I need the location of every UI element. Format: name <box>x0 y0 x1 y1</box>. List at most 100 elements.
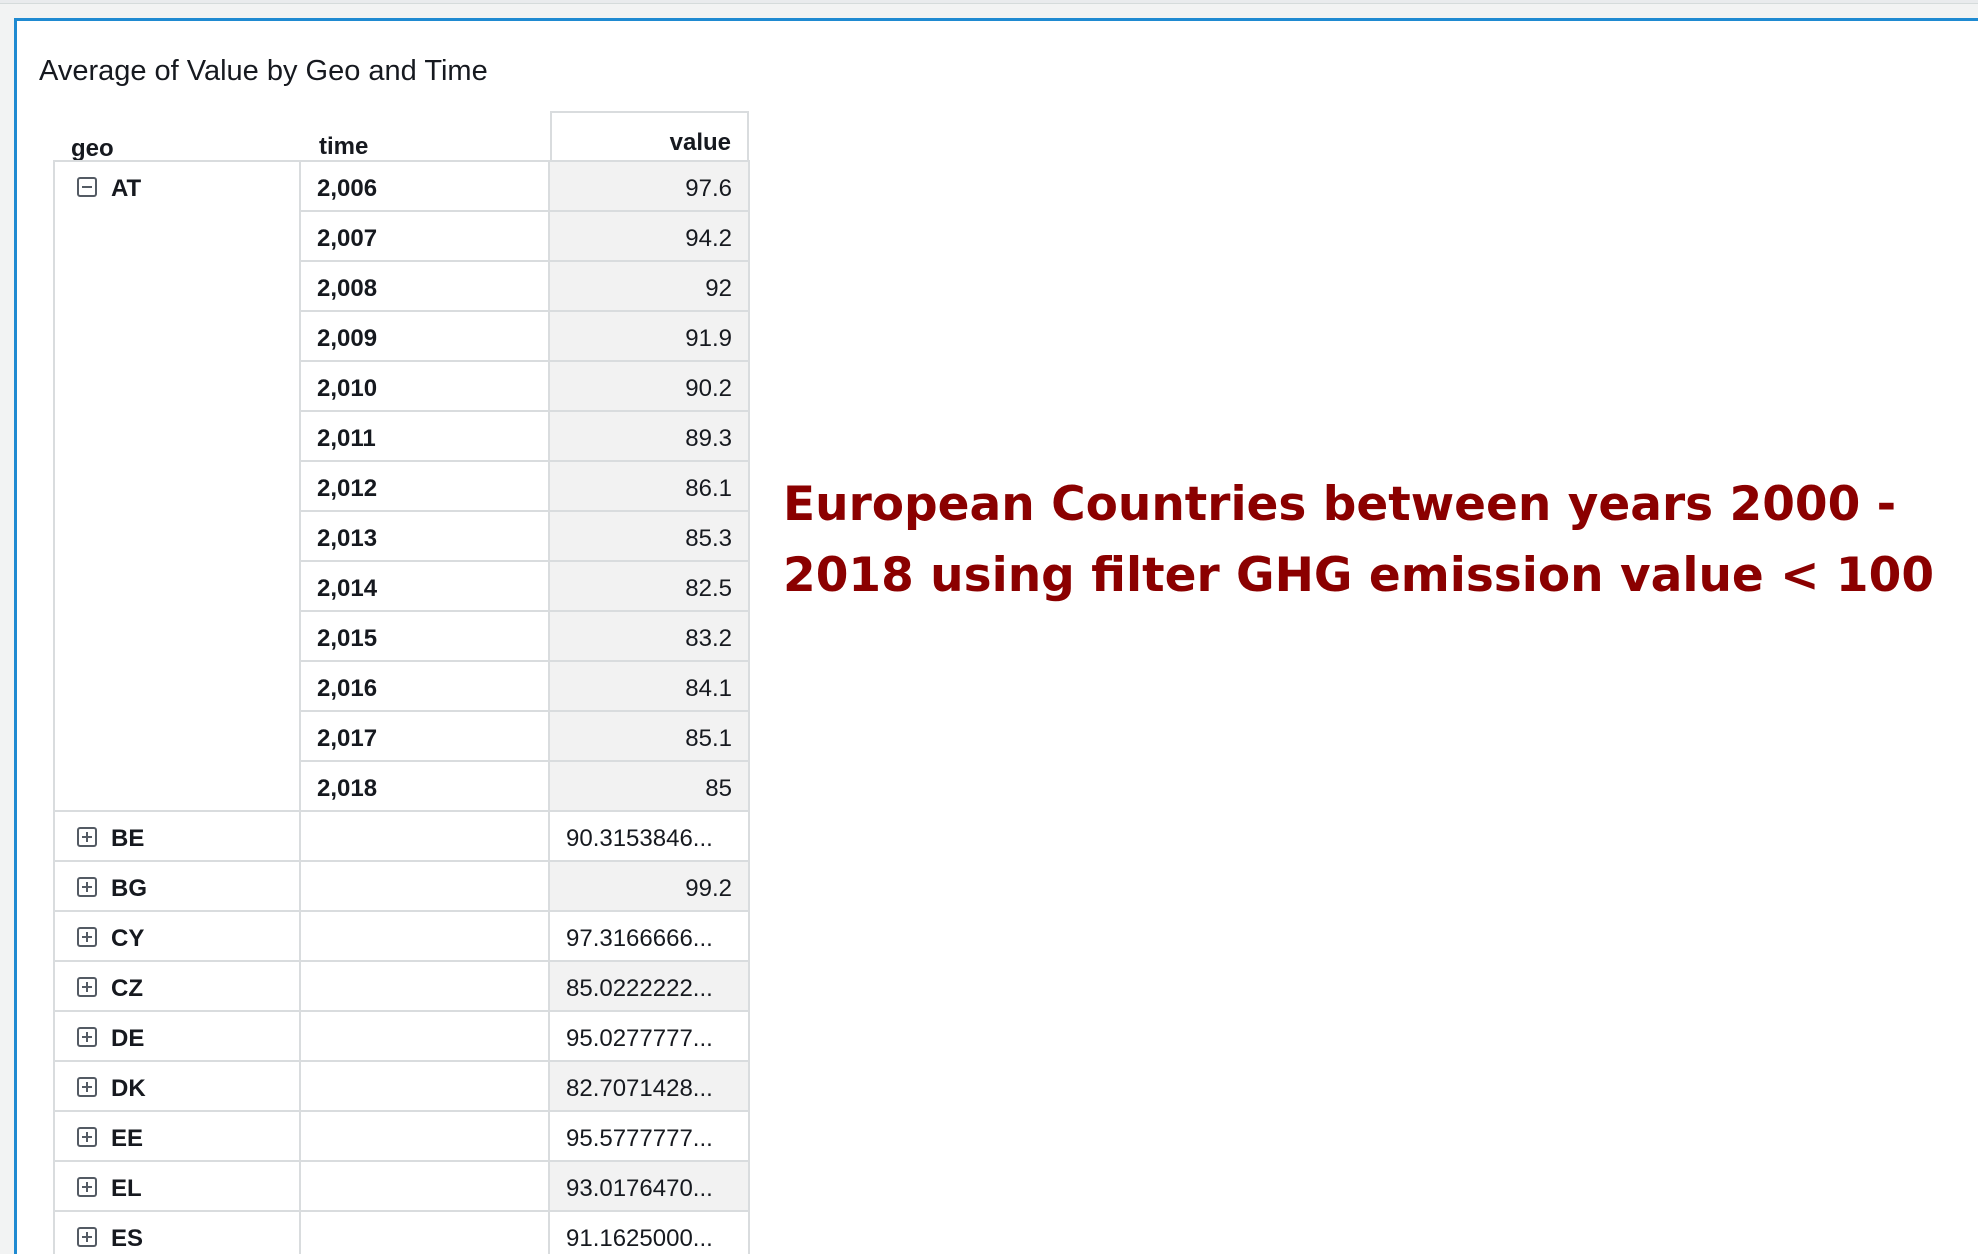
column-header-value-cell[interactable]: value <box>550 111 749 160</box>
expand-plus-icon[interactable] <box>77 877 97 897</box>
time-cell: 2,008 <box>301 262 550 312</box>
annotation-line-2: 2018 using filter GHG emission value < 1… <box>783 548 1935 603</box>
collapse-minus-icon[interactable] <box>77 177 97 197</box>
value-label: 90.3153846... <box>566 825 713 852</box>
time-cell: 2,014 <box>301 562 550 612</box>
value-cell: 85 <box>550 762 750 812</box>
geo-cell <box>55 562 301 612</box>
geo-cell <box>55 362 301 412</box>
geo-cell: ES <box>55 1212 301 1254</box>
time-cell: 2,009 <box>301 312 550 362</box>
value-label: 85.0222222... <box>566 975 713 1002</box>
expand-plus-icon[interactable] <box>77 827 97 847</box>
time-cell: 2,018 <box>301 762 550 812</box>
table-row: 2,007 94.2 <box>55 212 750 262</box>
pivot-body: AT 2,006 97.6 2,007 94.2 2,008 92 2,009 91.9 2,01… <box>53 160 750 1254</box>
geo-cell: EL <box>55 1162 301 1212</box>
geo-label: AT <box>111 175 142 202</box>
time-cell <box>301 962 550 1012</box>
time-cell: 2,015 <box>301 612 550 662</box>
expand-plus-icon[interactable] <box>77 1177 97 1197</box>
column-header-time[interactable]: time <box>319 133 369 160</box>
annotation-line-1: European Countries between years 2000 - <box>783 477 1897 532</box>
value-cell: 97.3166666... <box>550 912 750 962</box>
value-label: 94.2 <box>685 225 732 252</box>
table-row: CY 97.3166666... <box>55 912 750 962</box>
geo-cell: AT <box>55 162 301 212</box>
value-label: 85.3 <box>685 525 732 552</box>
value-cell: 82.7071428... <box>550 1062 750 1112</box>
geo-cell <box>55 712 301 762</box>
value-label: 97.3166666... <box>566 925 713 952</box>
time-label: 2,007 <box>317 225 378 252</box>
value-cell: 95.0277777... <box>550 1012 750 1062</box>
time-cell: 2,012 <box>301 462 550 512</box>
table-row: BE 90.3153846... <box>55 812 750 862</box>
value-cell: 85.0222222... <box>550 962 750 1012</box>
value-label: 91.1625000... <box>566 1225 713 1252</box>
value-cell: 92 <box>550 262 750 312</box>
time-cell <box>301 1062 550 1112</box>
table-row: 2,013 85.3 <box>55 512 750 562</box>
geo-cell <box>55 662 301 712</box>
table-row: 2,014 82.5 <box>55 562 750 612</box>
expand-plus-icon[interactable] <box>77 977 97 997</box>
time-label: 2,006 <box>317 175 378 202</box>
value-cell: 85.3 <box>550 512 750 562</box>
value-label: 95.0277777... <box>566 1025 713 1052</box>
time-label: 2,009 <box>317 325 378 352</box>
table-row: 2,017 85.1 <box>55 712 750 762</box>
value-label: 92 <box>705 275 732 302</box>
expand-plus-icon[interactable] <box>77 1127 97 1147</box>
visual-panel[interactable]: Average of Value by Geo and Time geo tim… <box>14 18 1978 1254</box>
time-label: 2,014 <box>317 575 378 602</box>
value-label: 89.3 <box>685 425 732 452</box>
value-cell: 86.1 <box>550 462 750 512</box>
geo-label: CZ <box>111 975 143 1002</box>
time-cell <box>301 1212 550 1254</box>
time-cell: 2,006 <box>301 162 550 212</box>
time-cell <box>301 912 550 962</box>
value-cell: 97.6 <box>550 162 750 212</box>
value-cell: 91.9 <box>550 312 750 362</box>
time-cell <box>301 862 550 912</box>
value-cell: 89.3 <box>550 412 750 462</box>
time-label: 2,018 <box>317 775 378 802</box>
table-row: AT 2,006 97.6 <box>55 162 750 212</box>
geo-label: EL <box>111 1175 142 1202</box>
column-header-geo[interactable]: geo <box>71 135 114 162</box>
value-cell: 90.3153846... <box>550 812 750 862</box>
value-label: 85.1 <box>685 725 732 752</box>
value-cell: 82.5 <box>550 562 750 612</box>
value-cell: 91.1625000... <box>550 1212 750 1254</box>
time-cell: 2,016 <box>301 662 550 712</box>
top-strip <box>0 0 1978 4</box>
value-label: 86.1 <box>685 475 732 502</box>
value-label: 83.2 <box>685 625 732 652</box>
time-label: 2,013 <box>317 525 378 552</box>
value-label: 90.2 <box>685 375 732 402</box>
visual-title: Average of Value by Geo and Time <box>39 55 488 87</box>
expand-plus-icon[interactable] <box>77 927 97 947</box>
expand-plus-icon[interactable] <box>77 1027 97 1047</box>
time-label: 2,008 <box>317 275 378 302</box>
time-label: 2,017 <box>317 725 378 752</box>
expand-plus-icon[interactable] <box>77 1077 97 1097</box>
table-row: CZ 85.0222222... <box>55 962 750 1012</box>
geo-cell <box>55 312 301 362</box>
time-label: 2,011 <box>317 425 376 452</box>
value-label: 91.9 <box>685 325 732 352</box>
value-label: 97.6 <box>685 175 732 202</box>
time-cell <box>301 1012 550 1062</box>
expand-plus-icon[interactable] <box>77 1227 97 1247</box>
time-cell <box>301 812 550 862</box>
time-label: 2,015 <box>317 625 378 652</box>
geo-label: CY <box>111 925 145 952</box>
time-cell: 2,010 <box>301 362 550 412</box>
table-row: 2,012 86.1 <box>55 462 750 512</box>
table-row: 2,015 83.2 <box>55 612 750 662</box>
value-label: 82.7071428... <box>566 1075 713 1102</box>
table-row: ES 91.1625000... <box>55 1212 750 1254</box>
value-cell: 85.1 <box>550 712 750 762</box>
value-label: 95.5777777... <box>566 1125 713 1152</box>
